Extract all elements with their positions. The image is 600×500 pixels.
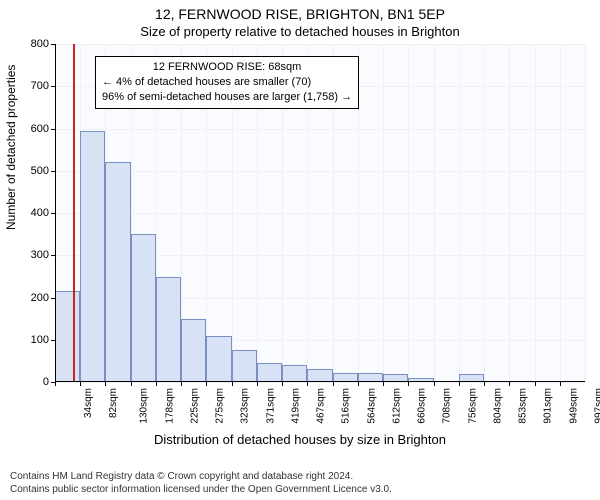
gridline: [459, 44, 460, 382]
xtick-mark: [232, 382, 233, 386]
xtick-mark: [131, 382, 132, 386]
xtick-label: 34sqm: [83, 388, 94, 418]
xtick-mark: [282, 382, 283, 386]
gridline: [560, 44, 561, 382]
info-box-line: ← 4% of detached houses are smaller (70): [102, 75, 352, 90]
xtick-label: 564sqm: [366, 388, 377, 424]
xtick-mark: [560, 382, 561, 386]
xtick-mark: [434, 382, 435, 386]
xtick-mark: [535, 382, 536, 386]
histogram-bar: [181, 319, 206, 382]
xtick-mark: [307, 382, 308, 386]
gridline: [408, 44, 409, 382]
x-axis-line: [55, 381, 585, 382]
histogram-bar: [80, 131, 105, 382]
gridline: [55, 171, 585, 172]
ytick-label: 400: [31, 207, 49, 219]
footer-attribution: Contains HM Land Registry data © Crown c…: [10, 471, 392, 496]
plot-area: 010020030040050060070080034sqm82sqm130sq…: [55, 44, 585, 382]
histogram-bar: [282, 365, 307, 382]
ytick-label: 500: [31, 165, 49, 177]
gridline: [55, 382, 585, 383]
histogram-bar: [131, 234, 156, 382]
xtick-label: 853sqm: [518, 388, 529, 424]
chart-subtitle: Size of property relative to detached ho…: [0, 24, 600, 39]
gridline: [484, 44, 485, 382]
figure: 12, FERNWOOD RISE, BRIGHTON, BN1 5EP Siz…: [0, 0, 600, 500]
xtick-label: 275sqm: [215, 388, 226, 424]
xtick-mark: [509, 382, 510, 386]
xtick-mark: [383, 382, 384, 386]
xtick-label: 756sqm: [467, 388, 478, 424]
xtick-mark: [484, 382, 485, 386]
gridline: [585, 44, 586, 382]
xtick-label: 467sqm: [316, 388, 327, 424]
xtick-label: 804sqm: [492, 388, 503, 424]
y-axis-line: [55, 44, 56, 382]
gridline: [383, 44, 384, 382]
xtick-mark: [206, 382, 207, 386]
xtick-mark: [105, 382, 106, 386]
xtick-mark: [459, 382, 460, 386]
xtick-mark: [333, 382, 334, 386]
ytick-label: 800: [31, 38, 49, 50]
gridline: [509, 44, 510, 382]
info-box-line: 12 FERNWOOD RISE: 68sqm: [102, 60, 352, 75]
histogram-bar: [156, 277, 181, 382]
xtick-label: 949sqm: [568, 388, 579, 424]
gridline: [535, 44, 536, 382]
info-box-line: 96% of semi-detached houses are larger (…: [102, 90, 352, 105]
xtick-label: 178sqm: [164, 388, 175, 424]
xtick-label: 371sqm: [265, 388, 276, 424]
xtick-mark: [80, 382, 81, 386]
xtick-mark: [257, 382, 258, 386]
xtick-label: 997sqm: [593, 388, 600, 424]
info-box: 12 FERNWOOD RISE: 68sqm← 4% of detached …: [95, 56, 359, 109]
ytick-label: 700: [31, 80, 49, 92]
gridline: [434, 44, 435, 382]
ytick-label: 300: [31, 249, 49, 261]
histogram-bar: [105, 162, 130, 382]
xtick-label: 225sqm: [190, 388, 201, 424]
xtick-label: 660sqm: [417, 388, 428, 424]
xtick-label: 82sqm: [108, 388, 119, 418]
xtick-label: 901sqm: [543, 388, 554, 424]
xtick-mark: [408, 382, 409, 386]
histogram-bar: [257, 363, 282, 382]
gridline: [55, 213, 585, 214]
ytick-label: 0: [43, 376, 49, 388]
y-axis-label: Number of detached properties: [4, 65, 18, 230]
gridline: [55, 129, 585, 130]
xtick-label: 612sqm: [391, 388, 402, 424]
xtick-label: 516sqm: [341, 388, 352, 424]
histogram-bar: [55, 291, 80, 382]
xtick-mark: [55, 382, 56, 386]
xtick-mark: [358, 382, 359, 386]
xtick-label: 419sqm: [290, 388, 301, 424]
xtick-mark: [181, 382, 182, 386]
ytick-label: 200: [31, 292, 49, 304]
xtick-mark: [156, 382, 157, 386]
xtick-label: 130sqm: [139, 388, 150, 424]
x-axis-label: Distribution of detached houses by size …: [0, 432, 600, 447]
xtick-label: 708sqm: [442, 388, 453, 424]
chart-title-address: 12, FERNWOOD RISE, BRIGHTON, BN1 5EP: [0, 6, 600, 22]
ytick-label: 600: [31, 123, 49, 135]
footer-line-2: Contains public sector information licen…: [10, 484, 392, 497]
gridline: [55, 44, 585, 45]
property-marker-line: [73, 44, 75, 382]
xtick-label: 323sqm: [240, 388, 251, 424]
histogram-bar: [232, 350, 257, 382]
footer-line-1: Contains HM Land Registry data © Crown c…: [10, 471, 392, 484]
ytick-label: 100: [31, 334, 49, 346]
histogram-bar: [206, 336, 231, 382]
